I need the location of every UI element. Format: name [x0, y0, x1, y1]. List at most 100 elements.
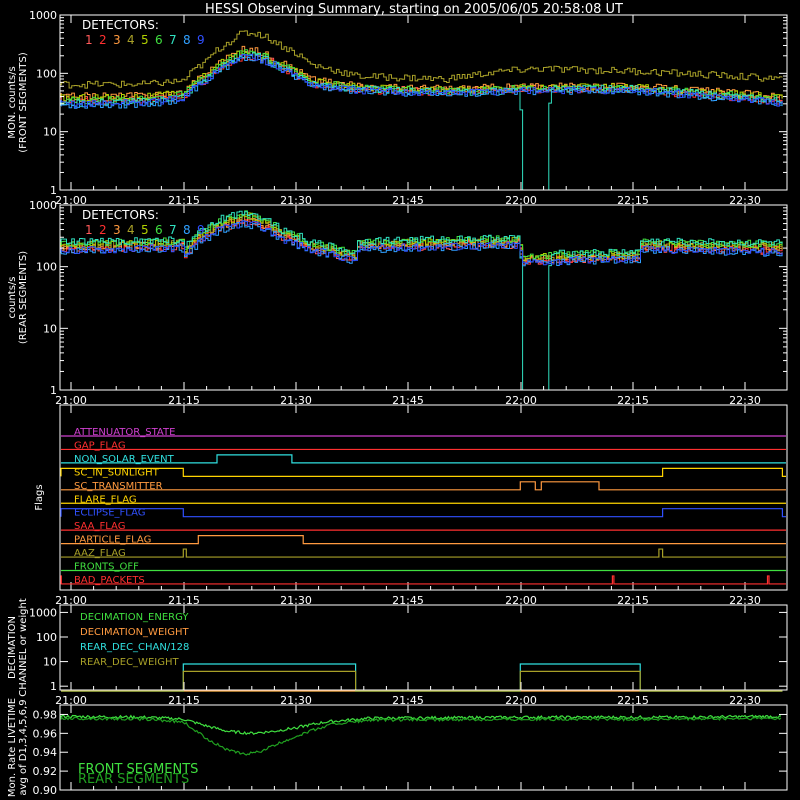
- flags-panel-xtick-label: 22:00: [505, 594, 537, 607]
- flag-label: ATTENUATOR_STATE: [74, 427, 175, 438]
- front-panel-xtick-label: 22:30: [729, 194, 761, 207]
- rear-panel-legend-item: 9: [197, 223, 205, 237]
- decimation-panel-xtick-label: 22:30: [729, 694, 761, 707]
- flags-panel-xtick-label: 22:30: [729, 594, 761, 607]
- decimation-panel-ytick-label: 100: [36, 631, 57, 644]
- front-panel-series-5: [60, 50, 783, 102]
- flag-line: [61, 481, 786, 491]
- decimation-panel-xtick-label: 22:15: [617, 694, 649, 707]
- flag-label: NON_SOLAR_EVENT: [74, 454, 175, 465]
- decimation-panel-legend-item: REAR_DEC_WEIGHT: [80, 657, 179, 668]
- decimation-panel-ytick-label: 10: [43, 656, 57, 669]
- front-panel-legend-item: 4: [127, 33, 135, 47]
- rear-panel-xtick-label: 22:00: [505, 394, 537, 407]
- decimation-panel-series: [61, 670, 783, 692]
- front-panel-legend-item: 5: [141, 33, 149, 47]
- front-panel-ylabel: (FRONT SEGMENTS): [18, 52, 29, 153]
- front-panel-legend-item: 3: [113, 33, 121, 47]
- front-panel-legend-item: 2: [99, 33, 107, 47]
- flag-label: FLARE_FLAG: [74, 494, 137, 505]
- front-panel-series-9: [60, 53, 783, 108]
- decimation-panel-xtick-label: 21:30: [280, 694, 312, 707]
- front-panel-series-6: [60, 49, 783, 105]
- rear-panel-series-9: [60, 220, 783, 266]
- flags-panel-ylabel: Flags: [34, 484, 45, 510]
- decimation-panel-xtick-label: 21:45: [392, 694, 424, 707]
- front-panel-legend-item: 7: [169, 33, 177, 47]
- decimation-panel-ylabel: CHANNEL or weight: [18, 598, 29, 697]
- livetime-panel-ylabel: Mon. Rate LIVETIME: [7, 698, 18, 797]
- front-panel-legend-item: 1: [85, 33, 93, 47]
- rear-panel-xtick-label: 22:15: [617, 394, 649, 407]
- decimation-panel-ylabel: DECIMATION: [7, 616, 18, 679]
- rear-panel-frame: [59, 204, 788, 391]
- front-panel-ytick-label: 1: [50, 184, 57, 197]
- decimation-panel-xtick-label: 21:15: [168, 694, 200, 707]
- decimation-panel-ytick-label: 1000: [29, 606, 57, 619]
- decimation-panel-xtick-label: 22:00: [505, 694, 537, 707]
- flags-panel-xtick-label: 21:45: [392, 594, 424, 607]
- rear-panel-ylabel: (REAR SEGMENTS): [18, 251, 29, 344]
- flag-label: SC_IN_SUNLIGHT: [74, 467, 160, 478]
- livetime-panel-series: [60, 714, 781, 736]
- rear-panel-ylabel: counts/s: [7, 276, 18, 318]
- livetime-panel-frame: [59, 704, 788, 791]
- rear-panel-legend-item: 4: [127, 223, 135, 237]
- rear-panel-legend-item: 7: [169, 223, 177, 237]
- decimation-panel-series: [61, 663, 783, 692]
- front-panel-ylabel: MON. counts/s: [7, 66, 18, 138]
- flag-line: [61, 454, 786, 464]
- decimation-panel-legend-item: DECIMATION_WEIGHT: [80, 627, 189, 638]
- flag-label: SC_TRANSMITTER: [74, 481, 163, 492]
- front-panel-legend-item: 8: [183, 33, 191, 47]
- decimation-panel-ytick-label: 1: [50, 680, 57, 693]
- flags-panel-frame: [59, 404, 788, 591]
- flag-label: AAZ_FLAG: [74, 548, 126, 559]
- decimation-panel-xtick-label: 21:00: [55, 694, 87, 707]
- front-panel-legend-item: 6: [155, 33, 163, 47]
- front-panel-ytick-label: 1000: [29, 9, 57, 22]
- front-panel-xtick-label: 21:45: [392, 194, 424, 207]
- livetime-panel-legend-item: FRONT SEGMENTS: [78, 762, 198, 777]
- livetime-panel-ytick-label: 0.90: [33, 784, 58, 797]
- rear-panel-ytick-label: 100: [36, 261, 57, 274]
- flag-label: SAA_FLAG: [74, 521, 125, 532]
- rear-panel-legend-item: 8: [183, 223, 191, 237]
- flags-panel-xtick-label: 21:00: [55, 594, 87, 607]
- front-panel-xtick-label: 22:00: [505, 194, 537, 207]
- flags-panel-xtick-label: 22:15: [617, 594, 649, 607]
- rear-panel-legend-item: 1: [85, 223, 93, 237]
- livetime-panel-ytick-label: 0.98: [33, 708, 58, 721]
- flags-panel-xtick-label: 21:30: [280, 594, 312, 607]
- decimation-panel-frame: [59, 604, 788, 691]
- flag-label: FRONTS_OFF: [74, 562, 139, 573]
- front-panel-xtick-label: 21:15: [168, 194, 200, 207]
- front-panel-xtick-label: 21:30: [280, 194, 312, 207]
- rear-panel-xtick-label: 21:00: [55, 394, 87, 407]
- flags-panel-xtick-label: 21:15: [168, 594, 200, 607]
- livetime-panel-ytick-label: 0.94: [33, 746, 58, 759]
- front-panel-ytick-label: 10: [43, 126, 57, 139]
- flag-line: [60, 467, 786, 477]
- decimation-panel-legend-item: DECIMATION_ENERGY: [80, 612, 189, 623]
- rear-panel-series-7: [60, 210, 783, 391]
- flag-label: PARTICLE_FLAG: [74, 535, 151, 546]
- flag-line: [60, 575, 786, 585]
- front-panel-series-7: [60, 52, 783, 191]
- rear-panel-xtick-label: 21:30: [280, 394, 312, 407]
- flag-line: [61, 548, 786, 558]
- livetime-panel-ytick-label: 0.92: [33, 765, 58, 778]
- livetime-panel-ylabel: avg of D1,3,4,5,6,9: [18, 699, 29, 795]
- rear-panel-ytick-label: 1000: [29, 199, 57, 212]
- rear-panel-legend-item: 3: [113, 223, 121, 237]
- flag-label: GAP_FLAG: [74, 440, 126, 451]
- rear-panel-legend-item: 2: [99, 223, 107, 237]
- rear-panel-ytick-label: 10: [43, 322, 57, 335]
- livetime-panel-ytick-label: 0.96: [33, 727, 58, 740]
- rear-panel-legend-item: 5: [141, 223, 149, 237]
- rear-panel-xtick-label: 21:15: [168, 394, 200, 407]
- rear-panel-ytick-label: 1: [50, 384, 57, 397]
- rear-panel-legend-item: 6: [155, 223, 163, 237]
- decimation-panel-legend-item: REAR_DEC_CHAN/128: [80, 642, 189, 653]
